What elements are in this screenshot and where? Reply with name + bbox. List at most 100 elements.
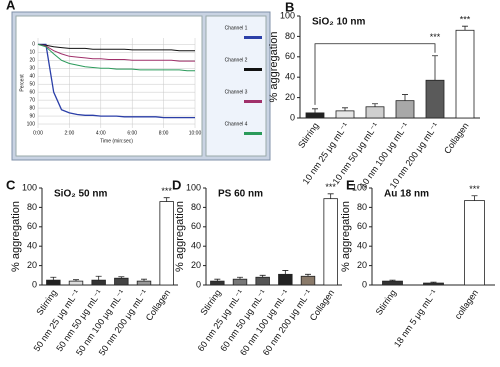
trace — [37, 43, 195, 72]
panel-label: B — [285, 0, 294, 14]
legend-label: Channel 1 — [225, 25, 248, 31]
y-tick-label: 0 — [290, 112, 295, 122]
x-tick-label: 10:00 — [189, 130, 202, 136]
y-tick-label: 60 — [27, 221, 37, 231]
bar — [323, 198, 338, 286]
bar — [232, 278, 248, 286]
bar — [278, 273, 293, 286]
chart-title: PS 60 nm — [218, 189, 263, 200]
y-tick-label: 60 — [285, 51, 295, 61]
error-bar — [389, 279, 396, 282]
bar — [382, 280, 403, 286]
error-bar — [237, 276, 243, 280]
bracket — [314, 43, 436, 105]
legend-swatch — [244, 68, 262, 71]
error-bar — [432, 55, 438, 81]
bar — [91, 279, 106, 286]
x-tick-label: 18 nm 5 μg mL⁻¹ — [392, 288, 439, 349]
x-tick-label: Collagen — [442, 121, 471, 156]
y-tick-label: 80 — [29, 105, 35, 111]
y-tick-label: 100 — [27, 121, 36, 127]
error-bar — [327, 193, 334, 199]
y-tick-label: 20 — [27, 260, 37, 270]
bar — [455, 29, 475, 119]
x-tick-label: collagen — [453, 288, 480, 321]
legend-label: Channel 3 — [225, 89, 248, 95]
y-tick-label: 40 — [191, 241, 201, 251]
chart-title: Au 18 nm — [384, 189, 429, 200]
legend-swatch — [244, 132, 262, 135]
y-tick-label: 0 — [32, 279, 37, 289]
significance: *** — [325, 182, 336, 192]
error-bar — [342, 107, 348, 111]
x-tick-label: 8:00 — [159, 130, 169, 136]
error-bar — [95, 275, 102, 281]
y-tick-label: 20 — [285, 92, 295, 102]
y-tick-label: 30 — [29, 66, 35, 72]
significance: *** — [469, 184, 480, 194]
chart-title: SiO₂ 50 nm — [54, 189, 107, 200]
y-tick-label: 80 — [191, 202, 201, 212]
y-tick-label: 70 — [29, 97, 35, 103]
y-tick-label: 50 — [29, 82, 35, 88]
y-tick-label: 40 — [357, 241, 367, 251]
significance: *** — [430, 32, 441, 42]
panel-label: D — [172, 177, 181, 192]
error-bar — [73, 279, 79, 282]
x-tick-label: 6:00 — [127, 130, 137, 136]
trace — [37, 43, 195, 62]
y-tick-label: 80 — [285, 31, 295, 41]
error-bar — [372, 103, 378, 107]
y-tick-label: 100 — [186, 182, 201, 192]
significance: *** — [460, 15, 471, 25]
x-tick-label: 0:00 — [33, 130, 43, 136]
chart-title: SiO₂ 10 nm — [312, 17, 365, 28]
bar — [136, 280, 152, 286]
y-axis-label: Percent — [19, 74, 25, 92]
x-tick-label: Stirring — [374, 288, 399, 317]
bar — [305, 112, 325, 119]
error-bar — [430, 281, 437, 284]
bar — [255, 276, 270, 286]
error-bar — [462, 25, 468, 31]
plot-window — [15, 15, 203, 157]
y-axis-label: % aggregation — [10, 201, 22, 272]
y-tick-label: 40 — [285, 72, 295, 82]
error-bar — [305, 273, 311, 277]
panel-label: C — [6, 177, 16, 192]
y-tick-label: 0 — [196, 279, 201, 289]
bar — [68, 280, 84, 286]
y-tick-label: 20 — [191, 260, 201, 270]
trace — [37, 43, 195, 52]
y-tick-label: 0 — [362, 279, 367, 289]
y-tick-label: 100 — [352, 182, 367, 192]
error-bar — [402, 94, 408, 101]
y-axis-label: % aggregation — [174, 201, 186, 272]
y-tick-label: 60 — [191, 221, 201, 231]
y-tick-label: 80 — [27, 202, 37, 212]
y-tick-label: 40 — [29, 74, 35, 80]
y-tick-label: 10 — [29, 50, 35, 56]
error-bar — [282, 270, 289, 275]
bar — [425, 79, 445, 119]
panel-label: E — [346, 177, 355, 192]
x-tick-label: 4:00 — [96, 130, 106, 136]
y-tick-label: 40 — [27, 241, 37, 251]
legend-label: Channel 4 — [225, 121, 248, 127]
bar — [114, 277, 129, 286]
bar — [210, 280, 225, 286]
error-bar — [118, 276, 125, 279]
trace — [38, 43, 195, 119]
y-tick-label: 0 — [32, 42, 35, 48]
bar — [365, 106, 385, 119]
y-axis-label: % aggregation — [340, 201, 352, 272]
panel-label: A — [6, 0, 16, 12]
y-tick-label: 60 — [29, 89, 35, 95]
y-tick-label: 100 — [280, 10, 295, 20]
y-tick-label: 60 — [357, 221, 367, 231]
x-tick-label: Stirring — [296, 121, 321, 150]
legend-swatch — [244, 36, 262, 39]
bar — [46, 279, 61, 286]
y-tick-label: 100 — [22, 182, 37, 192]
